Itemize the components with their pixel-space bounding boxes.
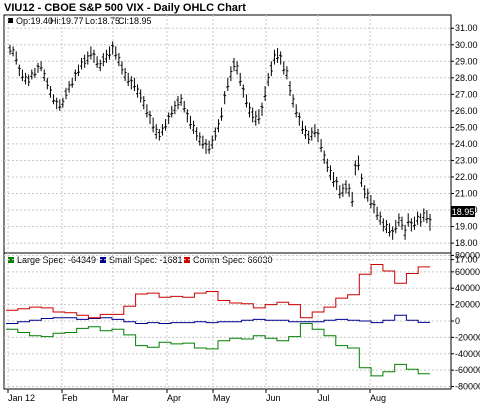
cot-tick-label: -80000 xyxy=(455,382,480,392)
price-tick-label: 29.00 xyxy=(455,56,478,66)
month-tick-label: Feb xyxy=(62,393,78,403)
cot-tick-label: 40000 xyxy=(455,283,480,293)
open-label: Op:19.40 xyxy=(16,16,53,26)
cot-tick-label: 80000 xyxy=(455,250,480,260)
last-value-label: 18.95 xyxy=(452,207,475,217)
low-label: Lo:18.75 xyxy=(85,16,120,26)
comm-spec-swatch xyxy=(184,257,190,263)
month-tick-label: Jul xyxy=(318,393,330,403)
price-tick-label: 17.00 xyxy=(455,255,478,265)
price-tick-label: 28.00 xyxy=(455,73,478,83)
month-tick-label: May xyxy=(213,393,231,403)
price-tick-label: 23.00 xyxy=(455,155,478,165)
price-tick-label: 19.00 xyxy=(455,222,478,232)
month-tick-label: Aug xyxy=(370,393,386,403)
price-legend: Op:19.40 Hi:19.77 Lo:18.75 Cl:18.95 xyxy=(8,16,152,26)
price-tick-label: 21.00 xyxy=(455,189,478,199)
price-tick-label: 30.00 xyxy=(455,40,478,50)
price-tick-label: 18.00 xyxy=(455,238,478,248)
cot-tick-label: -60000 xyxy=(455,365,480,375)
price-legend-marker xyxy=(8,18,13,23)
month-tick-label: Apr xyxy=(167,393,181,403)
cot-tick-label: -20000 xyxy=(455,332,480,342)
cot-tick-label: 0 xyxy=(455,316,460,326)
cot-tick-label: 60000 xyxy=(455,267,480,277)
price-tick-label: 26.00 xyxy=(455,106,478,116)
small-spec-line xyxy=(6,314,430,324)
last-value-box xyxy=(451,206,475,217)
cot-tick-label: 20000 xyxy=(455,300,480,310)
month-tick-label: Mar xyxy=(113,393,129,403)
month-tick-label: Jan 12 xyxy=(8,393,35,403)
small-spec-swatch xyxy=(100,257,106,263)
cot-tick-label: -40000 xyxy=(455,349,480,359)
chart-title: VIU12 - CBOE S&P 500 VIX - Daily OHLC Ch… xyxy=(4,2,246,14)
price-tick-label: 22.00 xyxy=(455,172,478,182)
price-tick-label: 31.00 xyxy=(455,23,478,33)
close-label: Cl:18.95 xyxy=(118,16,152,26)
comm-spec-line xyxy=(6,264,430,319)
large-spec-line xyxy=(6,323,430,377)
cot-panel xyxy=(3,252,452,390)
high-label: Hi:19.77 xyxy=(50,16,84,26)
price-tick-label: 25.00 xyxy=(455,122,478,132)
large-spec-swatch xyxy=(8,257,14,263)
price-panel xyxy=(3,14,452,254)
price-tick-label: 27.00 xyxy=(455,89,478,99)
month-tick-label: Jun xyxy=(266,393,281,403)
price-tick-label: 24.00 xyxy=(455,139,478,149)
